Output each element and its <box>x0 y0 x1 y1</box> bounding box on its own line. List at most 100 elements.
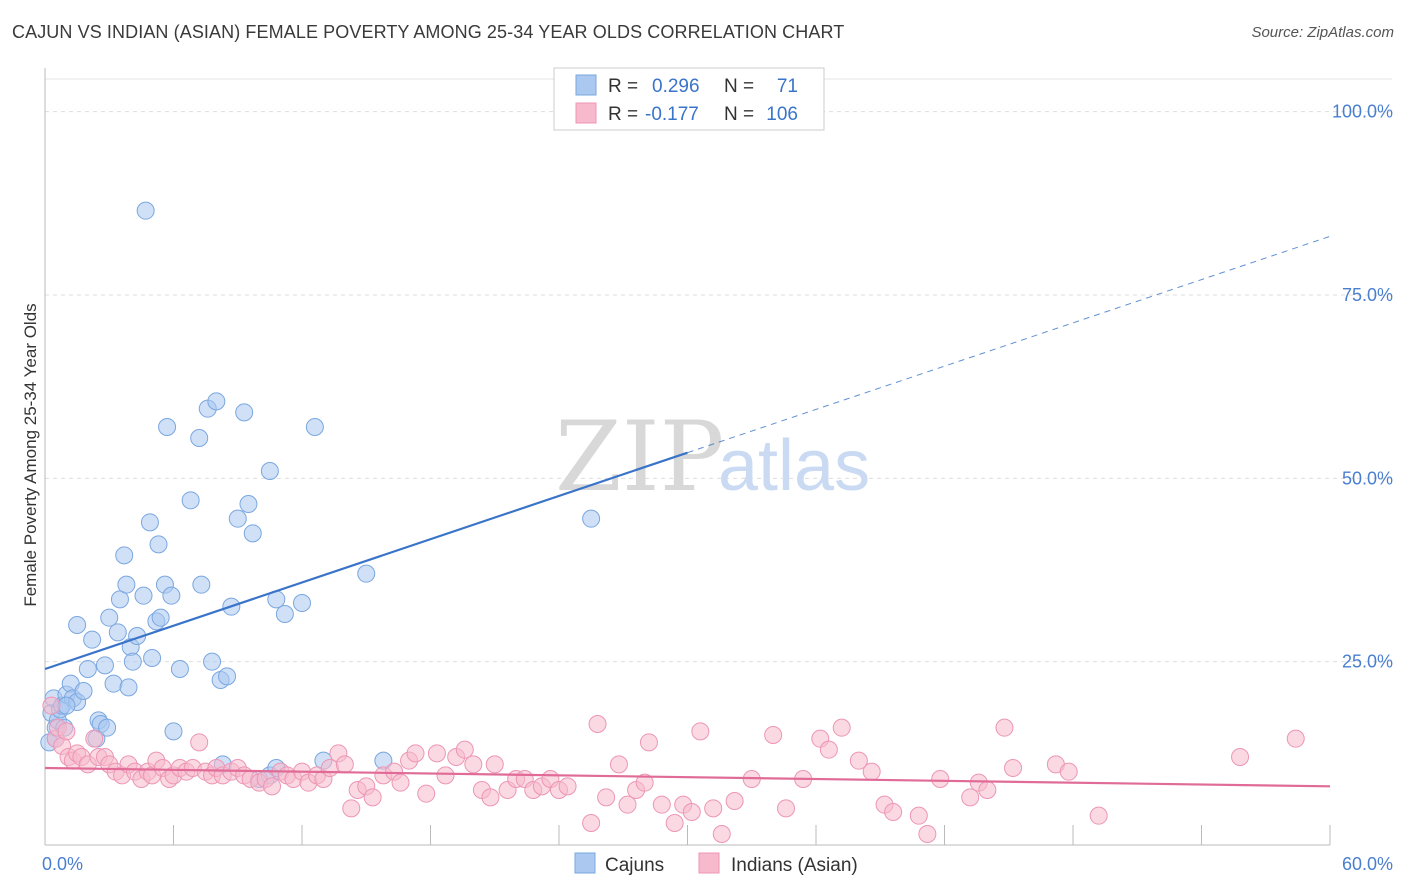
bottom-legend-indians: Indians (Asian) <box>731 855 858 876</box>
cajuns-point <box>170 660 189 678</box>
cajuns-point <box>582 509 601 528</box>
cajuns-point <box>57 696 76 715</box>
indians-point <box>417 784 436 803</box>
indians-point <box>849 751 868 770</box>
indians-point <box>85 729 104 748</box>
legend-n-value-cajuns: 71 <box>777 76 798 97</box>
cajuns-point <box>98 718 117 737</box>
indians-point <box>190 733 209 752</box>
y-tick-label: 75.0% <box>1342 285 1393 305</box>
bottom-legend-cajuns: Cajuns <box>605 855 664 876</box>
watermark-atlas: atlas <box>718 426 870 506</box>
indians-point <box>691 722 710 741</box>
legend-r-value-cajuns: 0.296 <box>652 76 700 97</box>
indians-point <box>635 773 654 792</box>
bottom-legend-swatch-indians <box>698 852 720 874</box>
legend-swatch-cajuns <box>575 74 597 96</box>
cajuns-point <box>207 392 226 411</box>
indians-point <box>436 766 455 785</box>
source-label: Source: ZipAtlas.com <box>1251 24 1394 41</box>
cajuns-point <box>190 429 209 447</box>
indians-point <box>712 825 731 843</box>
y-tick-label: 50.0% <box>1342 468 1393 488</box>
y-axis-label: Female Poverty Among 25-34 Year Olds <box>21 303 40 606</box>
cajuns-point <box>162 586 181 605</box>
indians-point <box>618 795 637 814</box>
indians-point <box>342 799 361 818</box>
indians-point <box>485 755 504 774</box>
cajuns-point <box>192 575 211 594</box>
indians-point <box>597 788 616 807</box>
cajuns-point <box>123 652 142 671</box>
indians-point <box>1231 748 1250 766</box>
indians-point <box>455 740 474 759</box>
cajuns-point <box>108 623 127 642</box>
indians-point <box>961 788 980 807</box>
chart-title: CAJUN VS INDIAN (ASIAN) FEMALE POVERTY A… <box>12 22 845 42</box>
cajuns-point <box>228 509 247 528</box>
indians-point <box>588 715 607 733</box>
cajuns-point <box>158 418 177 436</box>
trend-lines <box>44 235 1331 788</box>
indians-point <box>363 788 382 807</box>
cajuns-point <box>74 682 93 700</box>
cajuns-point <box>305 418 324 436</box>
cajuns-point <box>149 535 168 554</box>
cajuns-point <box>164 722 183 741</box>
legend-r-label-cajuns: R = <box>608 76 638 97</box>
cajuns-point <box>136 201 155 220</box>
cajuns-point <box>275 605 294 623</box>
indians-point <box>652 795 671 814</box>
indians-point <box>427 744 446 763</box>
cajuns-point <box>83 630 102 649</box>
indians-point <box>464 755 483 774</box>
cajuns-point <box>117 575 136 594</box>
bottom-legend: Cajuns Indians (Asian) <box>574 852 858 876</box>
legend-box: R = 0.296 N = 71 R = -0.177 N = 106 <box>553 67 825 131</box>
indians-point <box>1089 806 1108 825</box>
tick-labels: 25.0% 50.0% 75.0% 100.0% 0.0% 60.0% <box>42 102 1393 874</box>
cajuns-point <box>243 524 262 543</box>
indians-point <box>263 777 282 796</box>
y-tick-label: 100.0% <box>1332 102 1393 122</box>
indians-point <box>406 744 425 763</box>
y-tick-label: 25.0% <box>1342 652 1393 672</box>
indians-point <box>1059 762 1078 781</box>
cajuns-point <box>293 594 311 612</box>
cajuns-point <box>218 667 237 686</box>
cajuns-point <box>134 586 153 605</box>
cajuns-point <box>239 495 258 513</box>
indians-point <box>931 770 950 788</box>
cajuns-point <box>119 678 138 697</box>
indians-point <box>639 733 658 752</box>
cajuns-trend-line <box>44 451 688 671</box>
indians-point <box>1286 729 1305 748</box>
indians-point <box>335 755 354 774</box>
indians-point <box>481 788 500 807</box>
x-tick-label-max: 60.0% <box>1342 854 1393 874</box>
indians-point <box>391 773 410 792</box>
indians-point <box>819 740 838 759</box>
watermark: ZIP atlas <box>555 401 870 513</box>
indians-point <box>909 806 928 825</box>
cajuns-point <box>143 649 162 667</box>
legend-r-value-indians: -0.177 <box>645 104 699 125</box>
legend-n-label-cajuns: N = <box>724 76 754 97</box>
indians-point <box>582 814 601 832</box>
cajuns-point <box>100 608 119 627</box>
indians-trend-line <box>44 766 1331 788</box>
indians-point <box>884 803 903 821</box>
bottom-legend-swatch-cajuns <box>574 852 596 874</box>
indians-point <box>1004 759 1023 777</box>
indians-point <box>832 718 851 737</box>
indians-points <box>42 696 1305 843</box>
cajuns-point <box>140 513 159 532</box>
indians-point <box>704 799 723 818</box>
indians-point <box>665 814 684 832</box>
cajuns-point <box>357 564 376 583</box>
x-tick-label-min: 0.0% <box>42 854 83 874</box>
cajuns-point <box>203 652 222 671</box>
watermark-zip: ZIP <box>555 401 724 513</box>
indians-point <box>558 777 577 796</box>
